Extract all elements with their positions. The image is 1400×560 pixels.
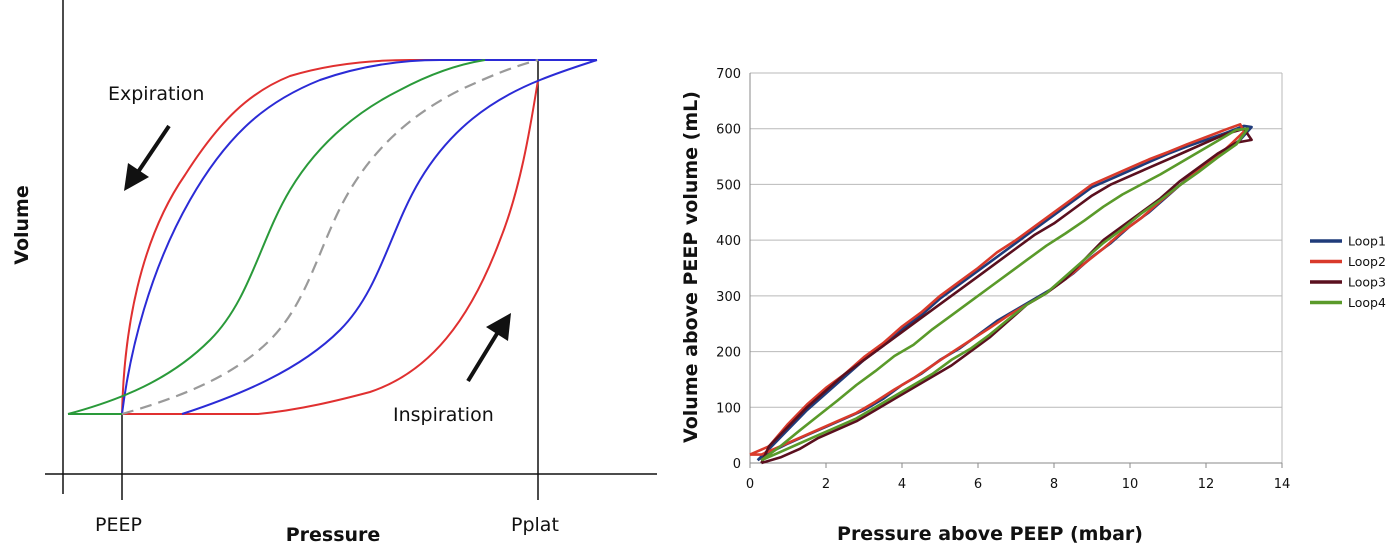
x-tick-label: 0 <box>746 477 754 492</box>
expiration-label: Expiration <box>108 83 204 105</box>
inner-dashed-curve <box>121 58 539 416</box>
measured-x-axis-title: Pressure above PEEP (mbar) <box>837 523 1143 545</box>
schematic-pv-chart: Expiration Inspiration PEEP Pplat Pressu… <box>11 0 657 546</box>
y-tick-label: 600 <box>716 123 741 138</box>
y-tick-label: 500 <box>716 178 741 193</box>
y-tick-label: 100 <box>716 401 741 416</box>
legend-label: Loop4 <box>1348 295 1386 310</box>
x-tick-label: 2 <box>822 477 830 492</box>
inspiration-arrow <box>466 313 511 383</box>
x-tick-label: 6 <box>974 477 982 492</box>
y-tick-label: 200 <box>716 346 741 361</box>
tick-labels: 0 100 200 300 400 500 600 700 0 2 4 6 8 10 12 14 <box>716 67 1290 492</box>
expiration-arrow <box>124 124 171 191</box>
y-tick-label: 700 <box>716 67 741 82</box>
x-tick-label: 4 <box>898 477 906 492</box>
series-lines <box>749 123 1253 465</box>
series-line-loop1 <box>756 124 1253 462</box>
y-tick-label: 400 <box>716 234 741 249</box>
x-tick-label: 10 <box>1122 477 1139 492</box>
peep-label: PEEP <box>95 514 142 536</box>
legend: Loop1 Loop2 Loop3 Loop4 <box>1310 234 1386 310</box>
series-line-loop2 <box>749 123 1246 456</box>
legend-label: Loop3 <box>1348 275 1386 290</box>
middle-loop-expiration-curve <box>121 59 597 415</box>
x-tick-label: 14 <box>1274 477 1291 492</box>
measured-y-axis-title: Volume above PEEP volume (mL) <box>680 91 702 443</box>
schematic-x-axis-title: Pressure <box>286 524 381 546</box>
y-tick-label: 0 <box>733 457 741 472</box>
x-tick-label: 12 <box>1198 477 1215 492</box>
pplat-label: Pplat <box>511 514 559 536</box>
y-tick-label: 300 <box>716 290 741 305</box>
grid <box>749 72 1283 468</box>
outer-loop-inspiration-curve <box>122 79 539 415</box>
legend-label: Loop1 <box>1348 234 1386 249</box>
series-line-loop4 <box>760 127 1250 462</box>
series-line-loop3 <box>760 127 1253 465</box>
middle-loop-inspiration-curve <box>181 59 598 415</box>
inspiration-label: Inspiration <box>393 404 494 426</box>
outer-loop-expiration-curve <box>121 59 597 415</box>
x-tick-label: 8 <box>1050 477 1058 492</box>
schematic-y-axis-title: Volume <box>11 185 33 264</box>
inner-green-curve <box>67 59 486 415</box>
legend-label: Loop2 <box>1348 254 1386 269</box>
